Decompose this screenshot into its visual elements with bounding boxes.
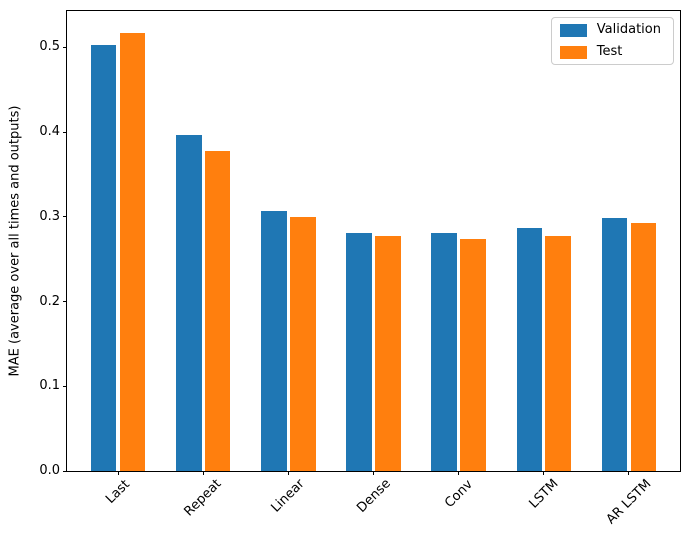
x-tick-label: Last [103,476,133,507]
x-tick-mark [373,471,374,475]
bar-validation-dense [346,232,372,471]
bar-test-lstm [545,236,571,471]
y-tick-mark [63,385,67,387]
bar-validation-last [90,44,117,471]
x-tick-mark [543,471,545,475]
bar-validation-linear [261,210,287,471]
y-tick-mark [63,301,67,303]
x-tick-label: AR LSTM [603,476,655,528]
y-tick-mark [63,131,67,133]
bar-test-ar-lstm [630,222,657,471]
y-tick-label: 0.4 [39,124,60,140]
x-tick-mark [628,471,630,475]
legend-item-test: Test [559,44,665,59]
bar-validation-ar-lstm [601,217,628,471]
bar-test-last [119,33,146,471]
x-tick-label: Dense [353,476,394,517]
bar-validation-repeat [175,134,202,471]
x-tick-label: Linear [268,476,308,516]
x-tick-mark [202,471,204,475]
bar-test-dense [375,236,401,471]
y-tick-mark [63,46,67,48]
legend: Validation Test [550,17,674,65]
bar-validation-conv [431,232,457,471]
y-tick-mark [63,470,67,472]
legend-item-validation: Validation [559,22,665,37]
x-tick-mark [287,471,289,475]
x-tick-mark [458,471,460,475]
x-tick-mark [117,471,119,475]
y-axis-label: MAE (average over all times and outputs) [7,105,23,377]
y-tick-mark [63,216,67,218]
x-tick-label: LSTM [526,476,562,512]
bar-validation-lstm [516,227,543,471]
plot-area: Validation Test 0.0 0.1 0.2 0.3 0.4 0.5 Last Re… [39,10,681,527]
bar-test-conv [460,238,486,471]
legend-swatch-test-icon [559,45,587,59]
y-tick-label: 0.3 [39,208,60,224]
bar-test-linear [290,216,316,471]
legend-swatch-validation-icon [559,23,587,37]
y-tick-label: 0.5 [39,39,60,55]
y-tick-label: 0.2 [39,293,60,309]
x-tick-label: Conv [441,476,476,511]
x-tick-label: Repeat [181,476,225,520]
legend-label-test: Test [596,44,623,59]
bar-test-repeat [204,150,231,471]
y-tick-label: 0.1 [39,378,60,394]
y-tick-label: 0.0 [39,463,60,478]
legend-label-validation: Validation [596,22,661,37]
